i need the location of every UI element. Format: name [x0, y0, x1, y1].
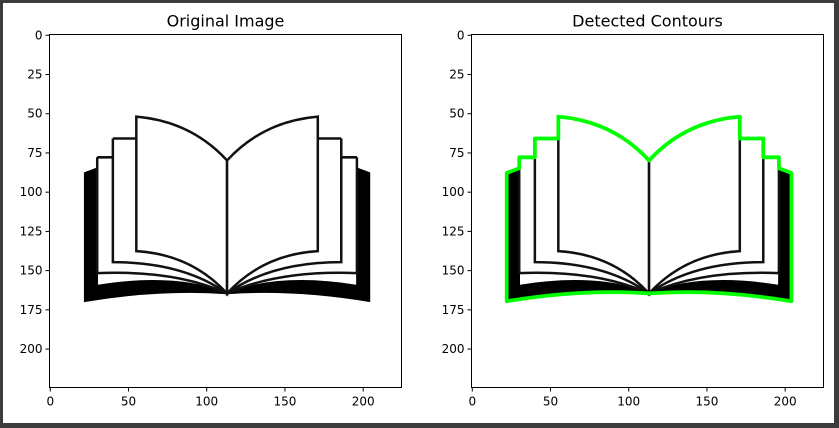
- axes-title: Original Image: [167, 12, 285, 31]
- x-tick-label: 50: [543, 395, 558, 409]
- x-tick-label: 0: [468, 395, 476, 409]
- image: [471, 34, 824, 388]
- contour: [504, 114, 794, 304]
- x-tick-label: 100: [195, 395, 218, 409]
- y-tick-label: 200: [442, 342, 465, 356]
- y-tick-label: 150: [442, 264, 465, 278]
- x-tick-label: 200: [352, 395, 375, 409]
- y-tick-label: 125: [442, 224, 465, 238]
- x-tick-label: 50: [121, 395, 136, 409]
- y-tick-label: 50: [27, 107, 42, 121]
- y-tick-label: 75: [449, 146, 464, 160]
- x-tick-label: 150: [273, 395, 296, 409]
- y-tick-label: 200: [20, 342, 43, 356]
- y-tick-label: 25: [27, 68, 42, 82]
- x-tick-label: 100: [617, 395, 640, 409]
- y-tick-label: 150: [20, 264, 43, 278]
- axes-title: Detected Contours: [572, 12, 723, 31]
- y-tick-label: 100: [442, 185, 465, 199]
- y-tick-label: 175: [20, 303, 43, 317]
- y-tick-label: 0: [457, 28, 465, 42]
- y-tick-label: 125: [20, 224, 43, 238]
- x-tick-label: 150: [695, 395, 718, 409]
- axes-frame: [49, 34, 402, 388]
- x-tick-label: 200: [774, 395, 797, 409]
- y-tick-label: 175: [442, 303, 465, 317]
- y-tick-label: 25: [449, 68, 464, 82]
- y-tick-label: 0: [35, 28, 43, 42]
- axes-frame: [471, 34, 824, 388]
- y-tick-label: 75: [27, 146, 42, 160]
- x-tick-label: 0: [46, 395, 54, 409]
- y-tick-label: 50: [449, 107, 464, 121]
- image: [49, 34, 402, 388]
- book-image: [504, 114, 794, 304]
- y-tick-label: 100: [20, 185, 43, 199]
